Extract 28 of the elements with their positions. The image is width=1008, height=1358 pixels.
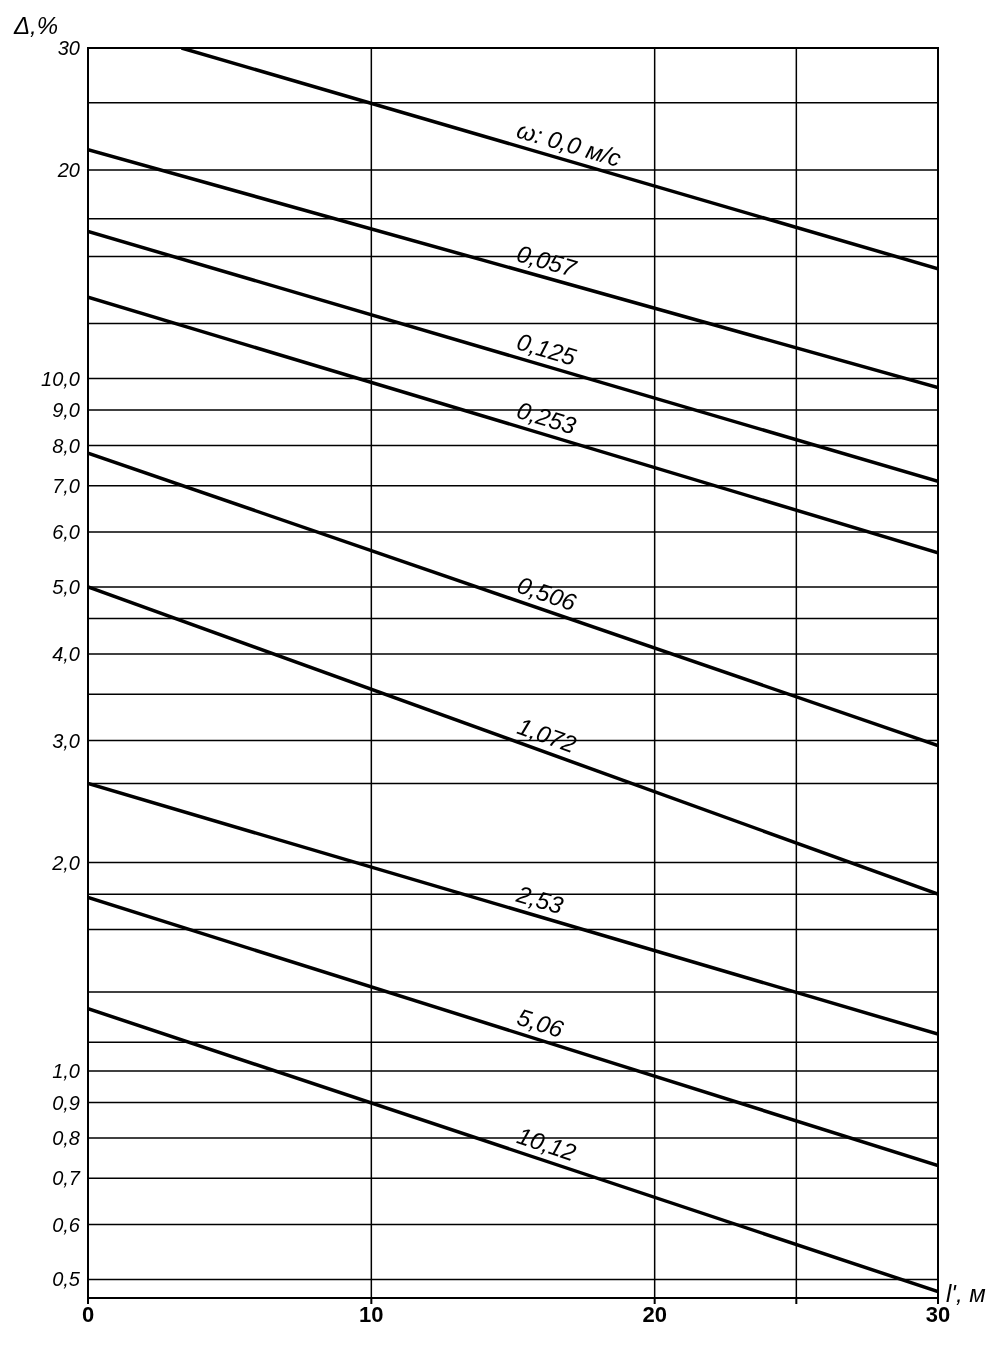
text: 5,06 (513, 1002, 568, 1043)
y-tick-label: 3,0 (52, 729, 80, 752)
text: 0,506 (513, 570, 581, 617)
text: 2,53 (512, 879, 567, 920)
y-tick-label: 0,5 (52, 1268, 81, 1291)
text: 0,253 (513, 396, 580, 440)
y-tick-label: 1,0 (52, 1060, 80, 1083)
y-tick-label: 8,0 (52, 434, 80, 457)
y-tick-label: 4,0 (52, 643, 80, 666)
y-tick-label: 0,6 (52, 1213, 81, 1236)
y-tick-label: 0,7 (52, 1167, 81, 1190)
y-tick-label: 10,0 (41, 367, 80, 390)
x-tick-label: 20 (642, 1301, 667, 1327)
text: 0,125 (513, 327, 580, 371)
y-tick-label: 0,9 (52, 1091, 80, 1114)
text: 10,12 (513, 1121, 580, 1167)
y-tick-label: 2,0 (51, 851, 80, 874)
text: ω: 0,0 м/с (513, 115, 625, 172)
x-tick-label: 0 (81, 1301, 95, 1327)
x-tick-label: 10 (359, 1301, 384, 1327)
y-tick-label: 7,0 (52, 474, 80, 497)
y-tick-label: 20 (56, 159, 80, 182)
y-axis-title: Δ,% (12, 12, 58, 39)
y-tick-label: 5,0 (52, 575, 80, 598)
y-tick-label: 30 (57, 37, 80, 60)
y-tick-label: 0,8 (52, 1127, 80, 1150)
y-tick-label: 9,0 (52, 399, 80, 422)
y-tick-label: 6,0 (52, 521, 80, 544)
